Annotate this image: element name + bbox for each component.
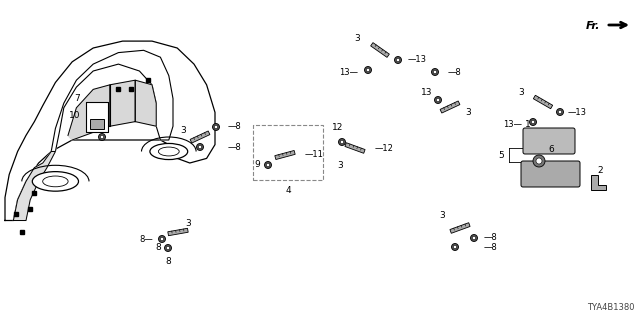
Ellipse shape [159, 147, 179, 156]
Circle shape [436, 98, 440, 102]
Circle shape [100, 135, 104, 139]
Text: Fr.: Fr. [586, 21, 600, 31]
Circle shape [558, 110, 562, 114]
Circle shape [472, 236, 476, 240]
Circle shape [198, 145, 202, 149]
Circle shape [166, 246, 170, 250]
Text: 3: 3 [465, 108, 471, 116]
Circle shape [453, 245, 457, 249]
Ellipse shape [150, 143, 188, 160]
Text: 3: 3 [355, 34, 360, 43]
Text: —8: —8 [484, 233, 498, 242]
Circle shape [212, 124, 220, 131]
Polygon shape [450, 223, 470, 233]
Text: 4: 4 [285, 186, 291, 195]
Text: 9: 9 [254, 159, 260, 169]
Circle shape [433, 70, 436, 74]
Polygon shape [275, 150, 295, 160]
Text: 8—: 8— [140, 235, 153, 244]
Polygon shape [68, 85, 110, 140]
Text: —11: —11 [305, 149, 324, 158]
Ellipse shape [32, 172, 79, 191]
Polygon shape [371, 43, 389, 57]
Circle shape [264, 162, 271, 169]
Circle shape [339, 139, 346, 146]
Text: 3: 3 [518, 87, 524, 97]
Text: 3: 3 [180, 125, 186, 134]
Text: 7: 7 [74, 93, 80, 102]
Text: —8: —8 [448, 68, 461, 76]
FancyBboxPatch shape [523, 128, 575, 154]
Text: 6: 6 [548, 145, 554, 154]
Polygon shape [533, 95, 553, 109]
Polygon shape [345, 143, 365, 153]
Circle shape [536, 158, 542, 164]
Text: 3: 3 [337, 161, 343, 170]
Polygon shape [591, 175, 606, 190]
Text: 10: 10 [68, 110, 80, 119]
Text: 5: 5 [499, 150, 504, 159]
Circle shape [557, 108, 563, 116]
Text: —12: —12 [375, 143, 394, 153]
Circle shape [531, 120, 535, 124]
Polygon shape [51, 50, 173, 151]
Circle shape [160, 237, 164, 241]
FancyBboxPatch shape [521, 161, 580, 187]
Circle shape [470, 235, 477, 242]
Circle shape [164, 244, 172, 252]
Circle shape [340, 140, 344, 144]
Circle shape [533, 155, 545, 167]
Polygon shape [110, 80, 135, 126]
Text: —13: —13 [568, 108, 587, 116]
Text: 8: 8 [155, 244, 161, 252]
Circle shape [159, 236, 166, 243]
Polygon shape [90, 119, 104, 129]
Text: —8: —8 [228, 142, 242, 151]
Text: —8: —8 [228, 122, 242, 131]
Polygon shape [190, 131, 210, 143]
Polygon shape [168, 228, 188, 236]
Text: —13: —13 [408, 54, 427, 63]
Text: 13—: 13— [503, 119, 522, 129]
Text: TYA4B1380: TYA4B1380 [588, 303, 635, 312]
Polygon shape [13, 151, 56, 220]
Circle shape [451, 244, 458, 251]
Text: 3: 3 [439, 212, 445, 220]
Text: 2: 2 [597, 165, 603, 174]
Circle shape [431, 68, 438, 76]
Circle shape [435, 97, 442, 103]
Polygon shape [5, 41, 215, 220]
Text: 1: 1 [525, 119, 531, 129]
Text: 3: 3 [185, 219, 191, 228]
Bar [253, 125, 323, 180]
Circle shape [396, 58, 400, 62]
Text: —8: —8 [484, 243, 498, 252]
Text: 8: 8 [165, 258, 171, 267]
Circle shape [529, 118, 536, 125]
Polygon shape [135, 80, 156, 126]
Text: 13: 13 [420, 87, 432, 97]
Text: 12: 12 [332, 123, 344, 132]
Text: 13—: 13— [339, 68, 358, 76]
Circle shape [394, 57, 401, 63]
Circle shape [266, 163, 269, 167]
Circle shape [99, 133, 106, 140]
Ellipse shape [43, 176, 68, 187]
Bar [86, 102, 108, 132]
Polygon shape [440, 101, 460, 113]
Circle shape [365, 67, 371, 74]
Circle shape [196, 143, 204, 150]
Circle shape [214, 125, 218, 129]
Circle shape [366, 68, 370, 72]
